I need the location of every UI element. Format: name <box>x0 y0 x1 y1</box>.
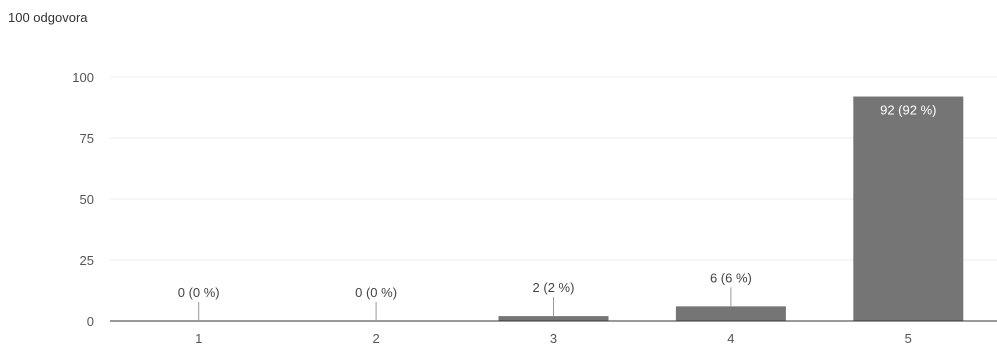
y-tick-label: 100 <box>72 70 94 85</box>
response-count-label: 100 odgovora <box>8 10 88 25</box>
x-tick-label: 5 <box>905 331 912 346</box>
y-tick-label: 0 <box>87 314 94 329</box>
bar-4 <box>675 306 786 321</box>
y-axis-ticks: 0 25 50 75 100 <box>72 70 94 329</box>
y-tick-label: 25 <box>80 253 94 268</box>
bars <box>498 96 964 322</box>
x-tick-label: 4 <box>727 331 734 346</box>
bar-5 <box>853 96 964 322</box>
bar-3 <box>498 316 609 321</box>
data-label-1: 0 (0 %) <box>178 285 220 300</box>
data-label-4: 6 (6 %) <box>710 270 752 285</box>
y-tick-label: 75 <box>80 131 94 146</box>
data-label-3: 2 (2 %) <box>533 280 575 295</box>
grid-lines <box>110 76 997 261</box>
data-label-2: 0 (0 %) <box>355 285 397 300</box>
x-tick-label: 3 <box>550 331 557 346</box>
y-tick-label: 50 <box>80 192 94 207</box>
data-labels: 0 (0 %) 0 (0 %) 2 (2 %) 6 (6 %) 92 (92 %) <box>178 103 936 321</box>
x-tick-label: 2 <box>372 331 379 346</box>
data-label-5: 92 (92 %) <box>880 103 936 118</box>
x-axis-ticks: 1 2 3 4 5 <box>195 331 912 346</box>
x-tick-label: 1 <box>195 331 202 346</box>
